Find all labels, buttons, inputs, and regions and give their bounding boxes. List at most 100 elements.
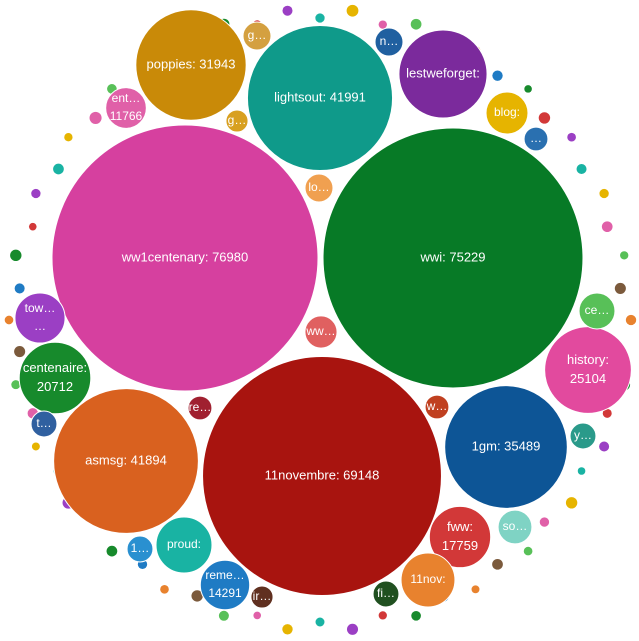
bubble-label: ce…	[585, 303, 610, 317]
bubble-label: 17759	[442, 538, 478, 553]
bubble	[539, 517, 550, 527]
bubble	[492, 558, 503, 570]
bubble	[565, 497, 578, 509]
bubble	[199, 559, 251, 611]
bubble	[410, 18, 422, 30]
bubble	[18, 341, 92, 415]
bubble	[282, 624, 293, 635]
bubble-label: 25104	[570, 371, 606, 386]
bubble	[135, 9, 247, 121]
bubble-label: fi…	[377, 586, 395, 600]
bubble	[282, 5, 293, 16]
bubble	[398, 29, 488, 119]
bubble	[191, 590, 203, 602]
bubble-label: centenaire:	[23, 360, 87, 375]
bubble	[523, 546, 533, 556]
bubble-label: ir…	[253, 589, 272, 603]
bubble	[346, 623, 359, 635]
bubble	[578, 292, 616, 330]
bubble	[620, 251, 629, 260]
bubble	[524, 85, 532, 93]
bubble	[378, 20, 387, 29]
bubble	[492, 70, 503, 81]
bubble	[424, 394, 450, 420]
bubble-label: 11766	[110, 109, 143, 123]
bubble	[160, 585, 169, 594]
bubble	[485, 91, 529, 135]
bubble-label: 1gm: 35489	[472, 438, 541, 453]
bubble-label: ent…	[112, 91, 141, 105]
bubble	[250, 585, 274, 609]
bubble	[444, 385, 568, 509]
bubble-label: …	[34, 319, 46, 333]
bubble	[601, 221, 613, 233]
bubble-label: ww1centenary: 76980	[121, 249, 248, 264]
bubble	[14, 292, 66, 344]
bubble	[315, 617, 325, 627]
bubble	[53, 388, 199, 534]
bubble	[53, 163, 64, 175]
bubble	[31, 442, 40, 451]
bubble	[569, 422, 597, 450]
bubble-label: lightsout: 41991	[274, 89, 366, 104]
bubble	[14, 346, 26, 358]
bubble	[567, 132, 576, 142]
bubble	[28, 222, 37, 231]
bubble-label: t…	[36, 416, 51, 430]
bubble	[471, 585, 480, 594]
bubble	[576, 163, 587, 175]
bubble	[428, 505, 492, 569]
bubble	[242, 21, 272, 51]
bubble	[625, 314, 637, 326]
bubble	[126, 535, 154, 563]
bubble-label: poppies: 31943	[147, 56, 236, 71]
bubble	[202, 356, 442, 596]
bubble-label: g…	[228, 113, 247, 127]
bubble-label: asmsg: 41894	[85, 452, 167, 467]
bubble-label: fww:	[447, 519, 473, 534]
bubble	[187, 395, 213, 421]
bubble	[4, 315, 14, 325]
bubble	[14, 283, 25, 294]
bubble	[106, 545, 118, 557]
bubble	[315, 13, 325, 23]
bubble-label: 11novembre: 69148	[265, 467, 380, 482]
bubble-label: w…	[426, 399, 448, 413]
bubble	[411, 610, 421, 621]
bubble	[538, 112, 551, 124]
bubble-label: 1…	[131, 541, 150, 555]
bubble-label: tow…	[25, 301, 56, 315]
bubble	[155, 516, 213, 574]
bubble-label: blog:	[494, 105, 520, 119]
bubble-label: …	[530, 131, 542, 145]
bubble	[10, 249, 22, 262]
bubble	[51, 124, 319, 392]
bubble	[30, 410, 58, 438]
bubble	[378, 611, 387, 620]
bubble	[64, 133, 73, 142]
bubble-label: 20712	[37, 379, 73, 394]
bubble	[11, 380, 21, 390]
bubble	[599, 441, 610, 452]
bubble	[497, 509, 533, 545]
bubble-label: lestweforget:	[406, 65, 480, 80]
bubble-label: g…	[248, 28, 267, 42]
bubble-label: 14291	[208, 586, 242, 600]
bubble	[374, 27, 404, 57]
bubble-label: ww…	[305, 324, 335, 338]
bubble-label: so…	[503, 519, 528, 533]
bubble	[31, 188, 41, 199]
bubble	[105, 87, 147, 129]
bubble	[218, 610, 229, 621]
bubble-label: history:	[567, 352, 609, 367]
bubble	[304, 173, 334, 203]
bubble	[346, 4, 359, 17]
bubble	[322, 127, 584, 389]
bubble-label: reme…	[205, 568, 244, 582]
bubble-label: proud:	[167, 537, 201, 551]
bubble-label: lo…	[308, 180, 329, 194]
bubble	[304, 315, 338, 349]
bubble	[89, 111, 102, 124]
bubble	[246, 24, 394, 172]
